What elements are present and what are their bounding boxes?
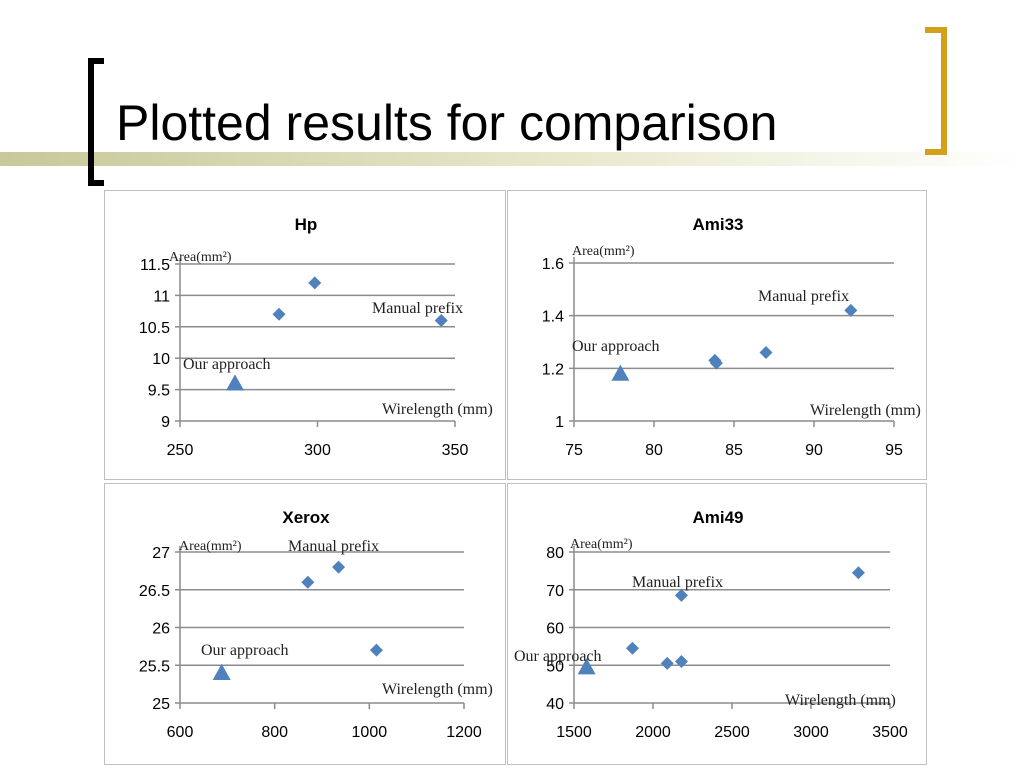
x-tick-label: 2500 xyxy=(714,724,750,741)
x-tick-label: 90 xyxy=(805,442,823,459)
data-point-diamond xyxy=(369,643,383,657)
y-tick-label: 11.5 xyxy=(140,257,170,274)
data-point-diamond xyxy=(660,656,674,670)
data-point-diamond xyxy=(759,346,773,360)
slide-title: Plotted results for comparison xyxy=(116,95,778,151)
chart-ami33: Ami33 1 1.2 1.4 1.6 75 80 85 90 95 Area(mm²) Our ap… xyxy=(507,190,927,480)
y-tick-label: 10 xyxy=(152,351,170,368)
data-point-triangle xyxy=(212,663,231,680)
data-point-diamond xyxy=(308,276,322,290)
y-tick-label: 80 xyxy=(546,545,564,562)
x-axis-title: Wirelength (mm) xyxy=(810,402,921,419)
y-axis-title: Area(mm²) xyxy=(570,537,633,552)
x-tick-label: 95 xyxy=(885,442,903,459)
chart-title: Ami33 xyxy=(692,215,743,234)
scatter-plot: Ami33 1 1.2 1.4 1.6 75 80 85 90 95 Area(mm²) Our ap… xyxy=(542,215,921,459)
y-tick-label: 40 xyxy=(546,696,564,713)
x-tick-label: 350 xyxy=(442,442,469,459)
chart-title: Xerox xyxy=(282,508,330,527)
x-axis-title: Wirelength (mm) xyxy=(785,692,896,709)
y-tick-label: 26.5 xyxy=(139,583,170,600)
x-tick-label: 800 xyxy=(261,724,288,741)
right-bracket-decoration xyxy=(925,27,947,155)
data-point-diamond xyxy=(625,641,639,655)
y-tick-label: 27 xyxy=(152,545,170,562)
data-point-diamond xyxy=(301,575,315,589)
manual-prefix-label: Manual prefix xyxy=(632,574,723,591)
x-tick-label: 1200 xyxy=(446,724,482,741)
x-tick-label: 1500 xyxy=(556,724,592,741)
manual-prefix-label: Manual prefix xyxy=(758,288,849,305)
y-tick-label: 60 xyxy=(546,621,564,638)
y-tick-label: 25.5 xyxy=(139,658,170,675)
our-approach-label: Our approach xyxy=(201,642,289,659)
scatter-plot: Xerox 25 25.5 26 26.5 27 600 800 1000 1200 Area(mm… xyxy=(139,508,493,741)
data-point-diamond xyxy=(272,307,286,321)
data-point-diamond xyxy=(674,654,688,668)
our-approach-label: Our approach xyxy=(572,338,660,355)
scatter-plot: Hp 9 9.5 10 10.5 11 11.5 250 300 350 Area(mm²) Our … xyxy=(139,215,493,459)
y-tick-label: 9.5 xyxy=(148,383,170,400)
x-tick-label: 250 xyxy=(167,442,194,459)
x-tick-label: 600 xyxy=(167,724,194,741)
x-axis-title: Wirelength (mm) xyxy=(382,681,493,698)
y-axis-title: Area(mm²) xyxy=(572,244,635,259)
data-point-triangle xyxy=(611,364,630,381)
left-bracket-decoration xyxy=(88,58,104,186)
x-tick-label: 85 xyxy=(725,442,743,459)
manual-prefix-label: Manual prefix xyxy=(288,538,379,555)
y-tick-label: 25 xyxy=(152,696,170,713)
manual-prefix-label: Manual prefix xyxy=(372,300,463,317)
x-tick-label: 1000 xyxy=(352,724,388,741)
data-point-diamond xyxy=(434,314,448,328)
y-tick-label: 1.2 xyxy=(542,361,564,378)
chart-xerox: Xerox 25 25.5 26 26.5 27 600 800 1000 1200 Area(mm… xyxy=(104,483,506,765)
scatter-plot: Ami49 40 50 60 70 80 1500 2000 2500 3000 3500 Area(… xyxy=(514,508,908,741)
y-tick-label: 10.5 xyxy=(139,320,170,337)
x-tick-label: 3500 xyxy=(872,724,908,741)
y-tick-label: 1 xyxy=(555,414,564,431)
data-point-diamond xyxy=(332,560,346,574)
x-axis-title: Wirelength (mm) xyxy=(382,401,493,418)
y-axis-title: Area(mm²) xyxy=(179,539,242,554)
data-point-diamond xyxy=(851,566,865,580)
chart-ami49: Ami49 40 50 60 70 80 1500 2000 2500 3000 3500 Area(… xyxy=(507,483,927,765)
our-approach-label: Our approach xyxy=(514,648,602,665)
y-tick-label: 1.6 xyxy=(542,256,564,273)
y-tick-label: 70 xyxy=(546,583,564,600)
x-tick-label: 80 xyxy=(645,442,663,459)
y-tick-label: 50 xyxy=(546,658,564,675)
x-tick-label: 2000 xyxy=(635,724,671,741)
our-approach-label: Our approach xyxy=(183,356,271,373)
x-tick-label: 75 xyxy=(565,442,583,459)
y-tick-label: 9 xyxy=(161,414,170,431)
data-point-diamond xyxy=(844,303,858,317)
x-tick-label: 300 xyxy=(304,442,331,459)
y-tick-label: 26 xyxy=(152,621,170,638)
y-axis-title: Area(mm²) xyxy=(169,250,232,265)
chart-hp: Hp 9 9.5 10 10.5 11 11.5 250 300 350 Area(mm²) Our … xyxy=(104,190,506,480)
chart-title: Hp xyxy=(295,215,318,234)
title-accent-bar xyxy=(0,152,1024,166)
y-tick-label: 11 xyxy=(153,288,170,305)
data-point-triangle xyxy=(226,374,244,391)
y-tick-label: 1.4 xyxy=(542,309,564,326)
data-point-diamond xyxy=(674,588,688,602)
data-point-diamond xyxy=(709,356,723,370)
data-point-triangle xyxy=(577,658,596,675)
chart-title: Ami49 xyxy=(692,508,743,527)
x-tick-label: 3000 xyxy=(793,724,829,741)
